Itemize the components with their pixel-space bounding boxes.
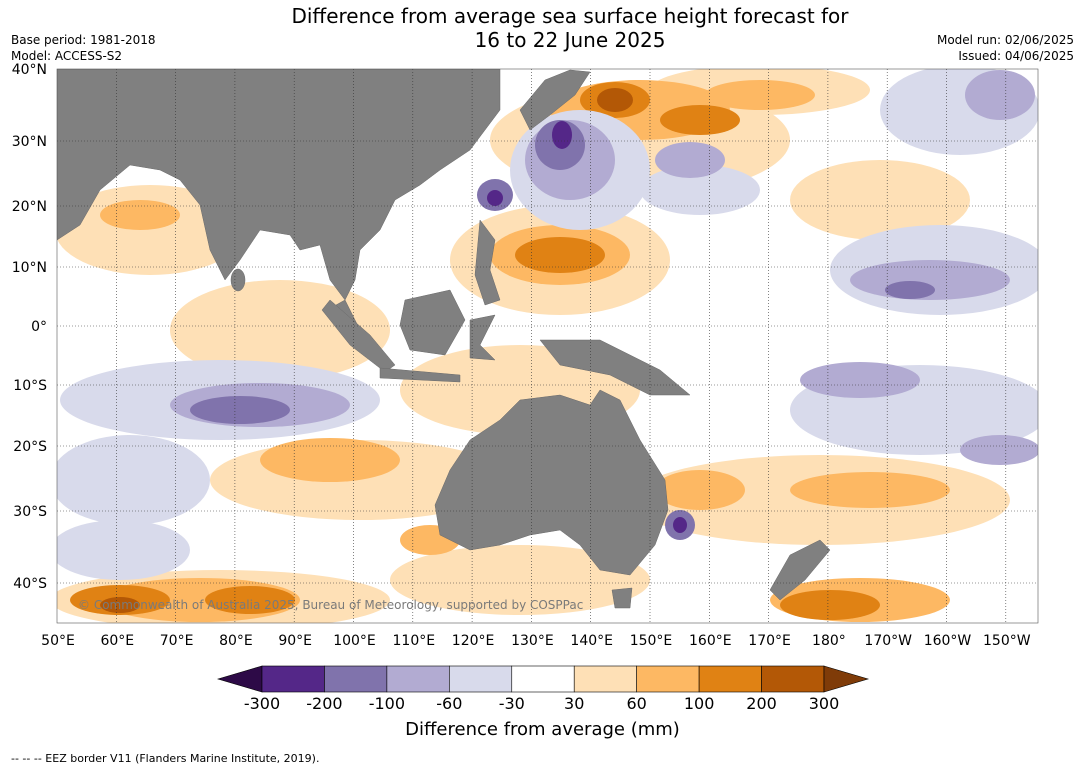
lon-label: 140°E	[570, 633, 613, 649]
lon-label: 150°W	[983, 633, 1031, 649]
lat-label: 10°S	[13, 378, 47, 394]
lat-label: 10°N	[12, 260, 47, 276]
colorbar-tick-label: -30	[499, 694, 525, 713]
base-period-text: Base period: 1981-2018	[11, 33, 156, 47]
anomaly-fields	[57, 69, 1038, 623]
land-japan	[519, 69, 591, 131]
model-text: Model: ACCESS-S2	[11, 49, 123, 63]
colorbar-arrow-max	[823, 665, 870, 693]
colorbar-tick-label: 60	[626, 694, 646, 713]
colorbar-tick-label: 300	[809, 694, 840, 713]
colorbar-tick-label: -100	[369, 694, 405, 713]
lon-label: 100°E	[333, 633, 376, 649]
colorbar-box	[511, 665, 575, 693]
land-borneo	[399, 289, 466, 356]
lon-label: 50°E	[41, 633, 75, 649]
land-new-zealand	[769, 539, 831, 601]
metadata-left: Base period: 1981-2018 Model: ACCESS-S2	[11, 32, 156, 64]
land-java	[379, 367, 461, 383]
colorbar-tick-label: -300	[244, 694, 280, 713]
lon-label: 150°E	[630, 633, 673, 649]
lon-label: 160°E	[689, 633, 732, 649]
colorbar-tick-label: -200	[306, 694, 342, 713]
colorbar-tick-label: 30	[564, 694, 584, 713]
graticule	[57, 69, 1038, 623]
land-tasmania	[611, 587, 633, 609]
lon-label: 130°E	[511, 633, 554, 649]
lon-label: 170°W	[864, 633, 912, 649]
chart-title-line1: Difference from average sea surface heig…	[291, 4, 849, 28]
lat-label: 40°N	[12, 62, 47, 78]
lat-label: 40°S	[13, 576, 47, 592]
lon-label: 170°E	[748, 633, 791, 649]
lat-label: 30°S	[13, 504, 47, 520]
colorbar-arrow-min	[216, 665, 263, 693]
copyright-text: © Commonwealth of Australia 2025, Bureau…	[78, 598, 583, 612]
longitude-labels: 50°E 60°E 70°E 80°E 90°E 100°E 110°E 120°E 130°E…	[41, 633, 1031, 649]
eez-legend-note: -- -- -- EEZ border V11 (Flanders Marine…	[11, 752, 320, 765]
colorbar-box	[636, 665, 700, 693]
colorbar-tick-label: -60	[436, 694, 462, 713]
metadata-right: Model run: 02/06/2025 Issued: 04/06/2025	[937, 32, 1074, 64]
land-sri-lanka	[230, 268, 246, 292]
lon-label: 160°W	[924, 633, 972, 649]
lat-label: 20°N	[12, 199, 47, 215]
colorbar-label: Difference from average (mm)	[405, 719, 680, 740]
issued-text: Issued: 04/06/2025	[958, 49, 1074, 63]
land-asia	[57, 69, 501, 301]
colorbar-box	[698, 665, 762, 693]
land-australia	[434, 389, 669, 576]
colorbar-tick-label: 100	[684, 694, 715, 713]
land-masses	[57, 69, 831, 609]
colorbar-box	[761, 665, 825, 693]
chart-title-line2: 16 to 22 June 2025	[474, 28, 666, 52]
map-panel: © Commonwealth of Australia 2025, Bureau…	[57, 69, 1038, 623]
colorbar-box	[449, 665, 513, 693]
colorbar-box	[324, 665, 388, 693]
map-frame	[56, 68, 1039, 624]
lat-label: 30°N	[12, 134, 47, 150]
colorbar: -300 -200 -100 -60 -30 30 60 100 200 300	[216, 665, 870, 713]
land-new-guinea	[539, 339, 691, 396]
lon-label: 60°E	[100, 633, 134, 649]
lon-label: 80°E	[219, 633, 253, 649]
lat-label: 20°S	[13, 439, 47, 455]
lat-label: 0°	[31, 319, 47, 335]
lon-label: 70°E	[160, 633, 194, 649]
colorbar-tick-label: 200	[746, 694, 777, 713]
colorbar-box	[573, 665, 637, 693]
latitude-labels: 40°N 30°N 20°N 10°N 0° 10°S 20°S 30°S 40°S	[12, 62, 47, 592]
lon-label: 90°E	[278, 633, 312, 649]
lon-label: 110°E	[393, 633, 436, 649]
colorbar-box	[261, 665, 325, 693]
lon-label: 120°E	[452, 633, 495, 649]
lon-label: 180°	[812, 633, 846, 649]
land-philippines	[474, 219, 501, 306]
colorbar-box	[386, 665, 450, 693]
land-sulawesi	[469, 314, 496, 361]
model-run-text: Model run: 02/06/2025	[936, 33, 1074, 47]
